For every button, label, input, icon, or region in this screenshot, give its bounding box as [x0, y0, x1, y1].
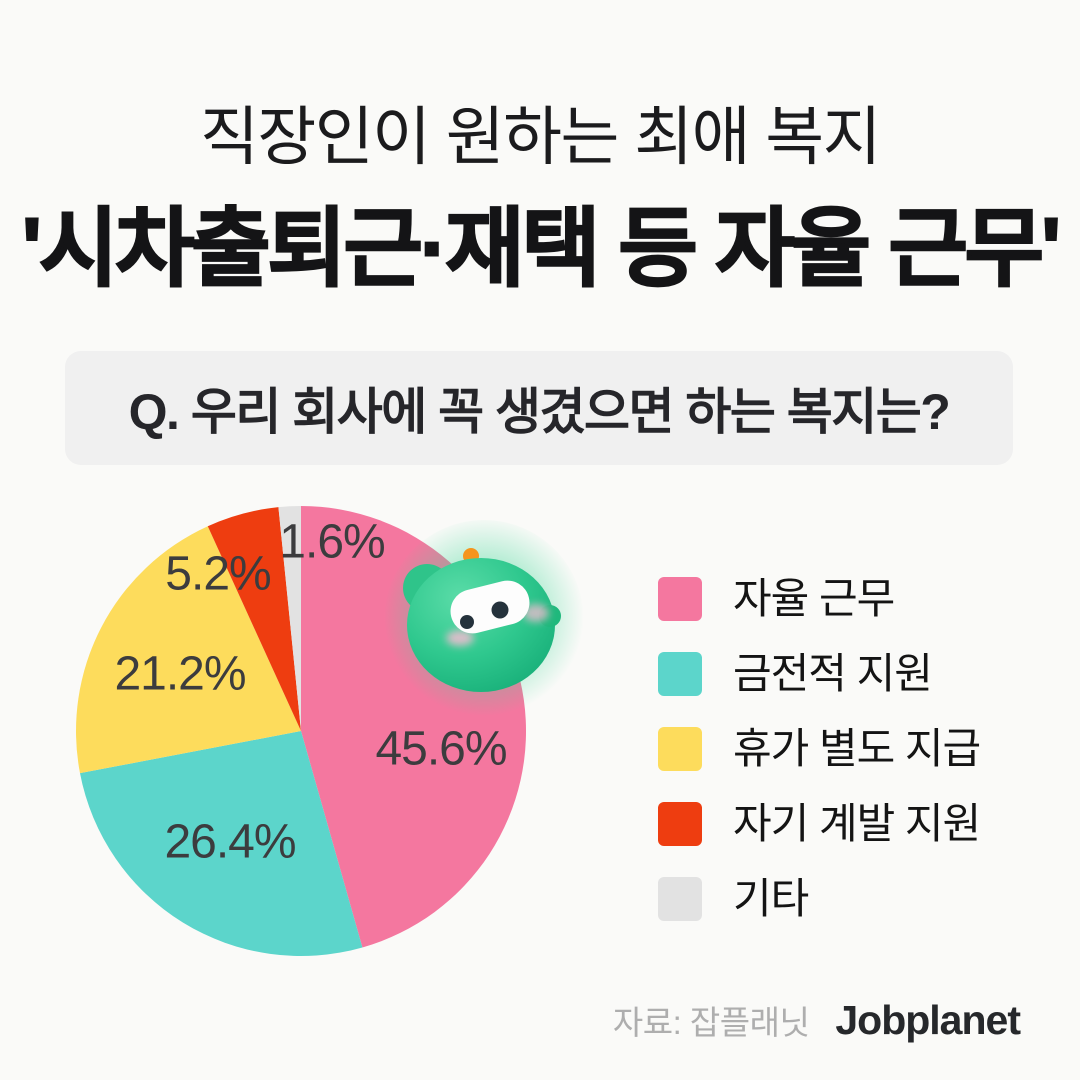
- legend-label-1: 금전적 지원: [733, 650, 933, 697]
- legend-swatch-0: [658, 577, 702, 621]
- legend-item-0: 자율 근무: [658, 577, 980, 621]
- legend-item-1: 금전적 지원: [658, 652, 980, 696]
- legend-label-4: 기타: [733, 875, 809, 922]
- page-title-line1: 직장인이 원하는 최애 복지: [199, 101, 882, 173]
- legend-item-4: 기타: [658, 877, 980, 921]
- legend-swatch-3: [658, 802, 702, 846]
- pie-value-label-1: 26.4%: [164, 816, 295, 869]
- legend-swatch-2: [658, 727, 702, 771]
- pie-slice-3: [207, 507, 301, 731]
- pie-value-label-3: 5.2%: [165, 548, 270, 601]
- question-box: Q. 우리 회사에 꼭 생겼으면 하는 복지는?: [65, 351, 1013, 465]
- legend-swatch-1: [658, 652, 702, 696]
- jobplanet-logo: Jobplanet: [835, 997, 1021, 1043]
- pie-value-label-2: 21.2%: [114, 648, 245, 701]
- legend-item-3: 자기 계발 지원: [658, 800, 981, 847]
- footer-source-label: 자료: 잡플래닛: [612, 1004, 810, 1041]
- mascot-cheek-right: [523, 604, 549, 622]
- mascot-cheek-left: [446, 630, 474, 646]
- pie-slice-4: [278, 506, 301, 731]
- page-title-line2: '시차출퇴근·재택 등 자율 근무': [21, 200, 1063, 298]
- question-text: Q. 우리 회사에 꼭 생겼으면 하는 복지는?: [128, 384, 951, 440]
- legend-swatch-4: [658, 877, 702, 921]
- pie-value-label-0: 45.6%: [375, 723, 506, 776]
- footer: 자료: 잡플래닛 Jobplanet: [612, 996, 1021, 1044]
- jobplanet-mascot-icon: [384, 520, 584, 720]
- pie-value-label-4: 1.6%: [279, 516, 384, 569]
- legend-label-3: 자기 계발 지원: [733, 800, 981, 847]
- legend-item-2: 휴가 별도 지급: [658, 725, 981, 772]
- mascot-eye-right: [491, 601, 509, 619]
- pie-slice-2: [76, 526, 301, 774]
- pie-slice-1: [79, 731, 363, 957]
- legend-label-2: 휴가 별도 지급: [733, 725, 981, 772]
- mascot-eye-left: [460, 615, 474, 629]
- legend-label-0: 자율 근무: [733, 575, 895, 622]
